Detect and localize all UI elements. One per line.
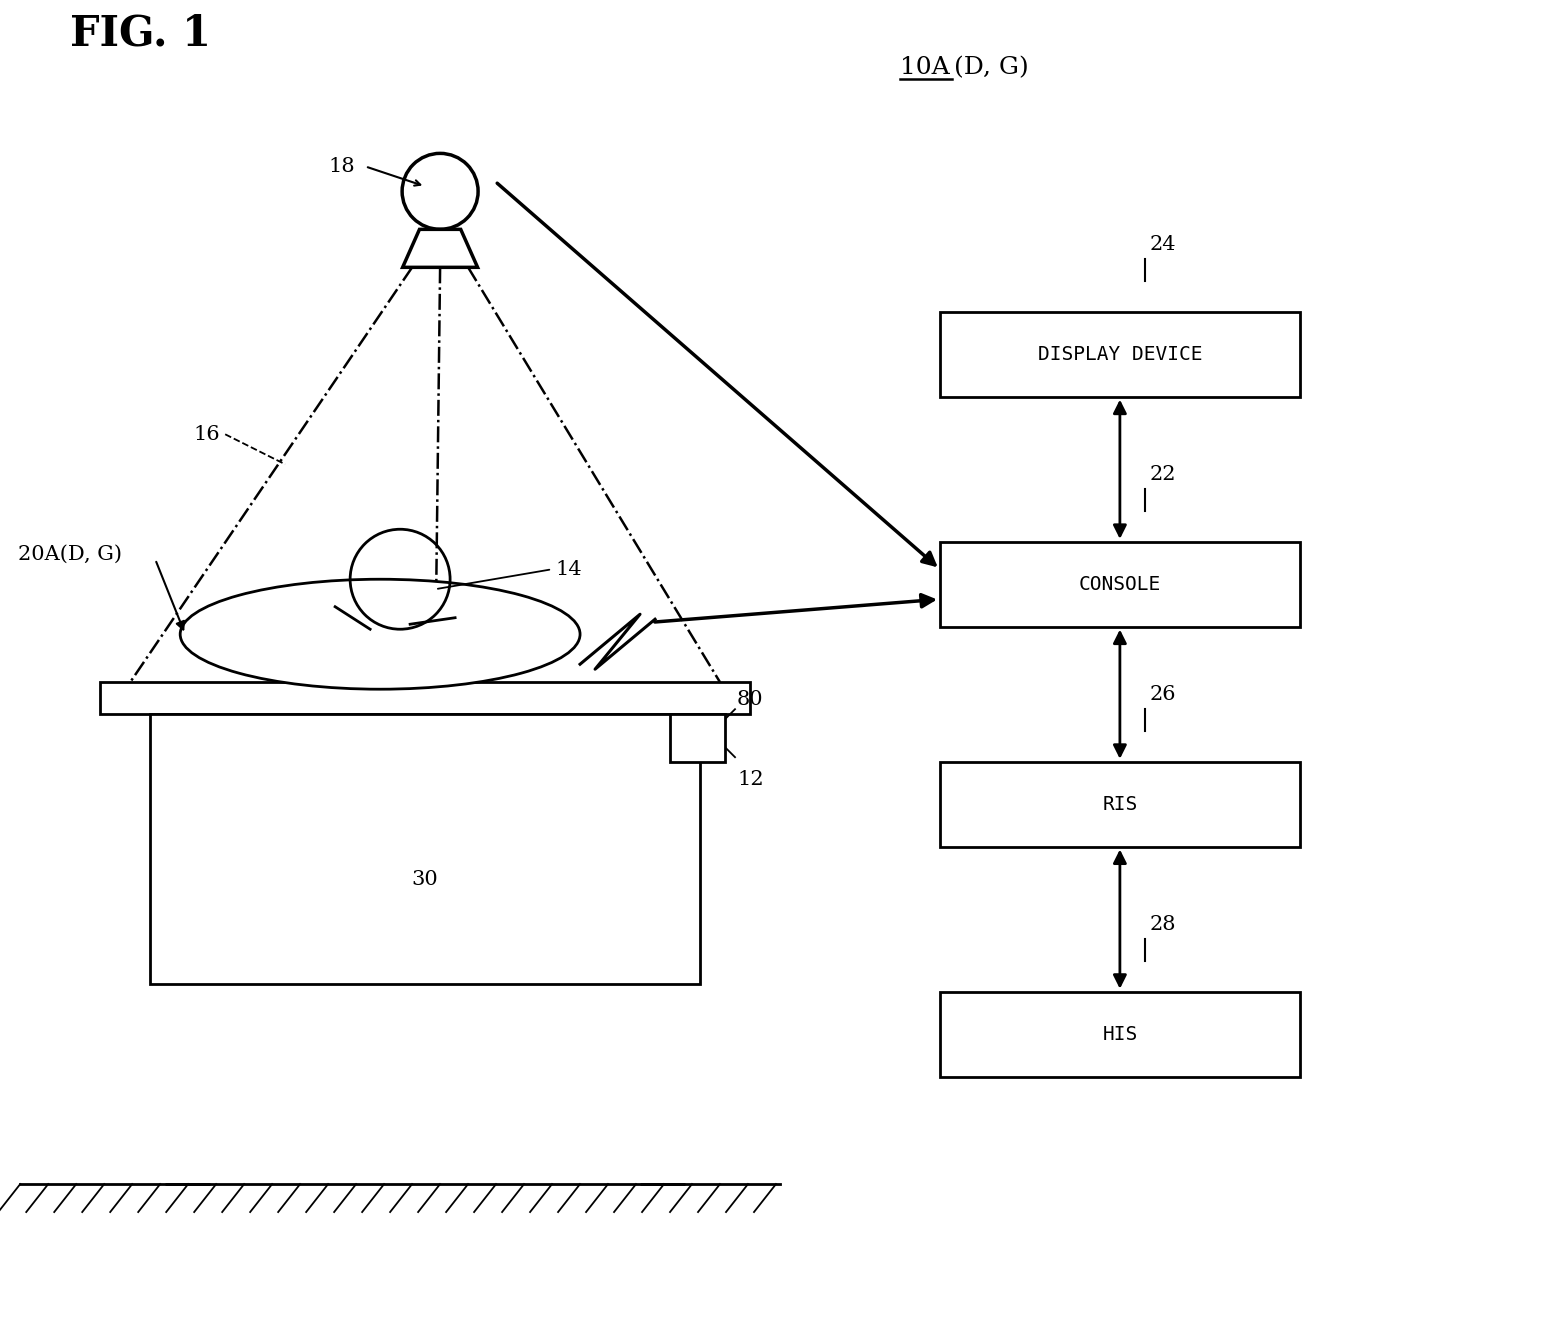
- Text: 80: 80: [737, 690, 763, 710]
- Bar: [670, 714, 724, 762]
- Bar: [940, 762, 1300, 847]
- Text: 12: 12: [737, 770, 763, 790]
- Text: 10A: 10A: [900, 56, 949, 80]
- Text: CONSOLE: CONSOLE: [1079, 575, 1162, 594]
- Polygon shape: [403, 229, 478, 267]
- Ellipse shape: [180, 579, 580, 690]
- Bar: [940, 542, 1300, 627]
- Text: 28: 28: [1149, 915, 1176, 934]
- Bar: [940, 312, 1300, 396]
- Text: HIS: HIS: [1103, 1025, 1137, 1043]
- Text: RIS: RIS: [1103, 795, 1137, 814]
- Text: 22: 22: [1149, 466, 1176, 484]
- Text: (D, G): (D, G): [954, 56, 1028, 80]
- Text: 24: 24: [1149, 235, 1176, 255]
- Text: 30: 30: [411, 870, 439, 888]
- Text: 16: 16: [194, 424, 220, 444]
- Text: 14: 14: [555, 560, 582, 579]
- Bar: [101, 682, 751, 714]
- Text: FIG. 1: FIG. 1: [70, 12, 211, 55]
- Text: 18: 18: [329, 157, 355, 176]
- Text: DISPLAY DEVICE: DISPLAY DEVICE: [1038, 344, 1202, 364]
- Bar: [940, 991, 1300, 1077]
- Bar: [150, 714, 700, 984]
- Text: 20A(D, G): 20A(D, G): [19, 544, 123, 564]
- Text: 26: 26: [1149, 686, 1176, 704]
